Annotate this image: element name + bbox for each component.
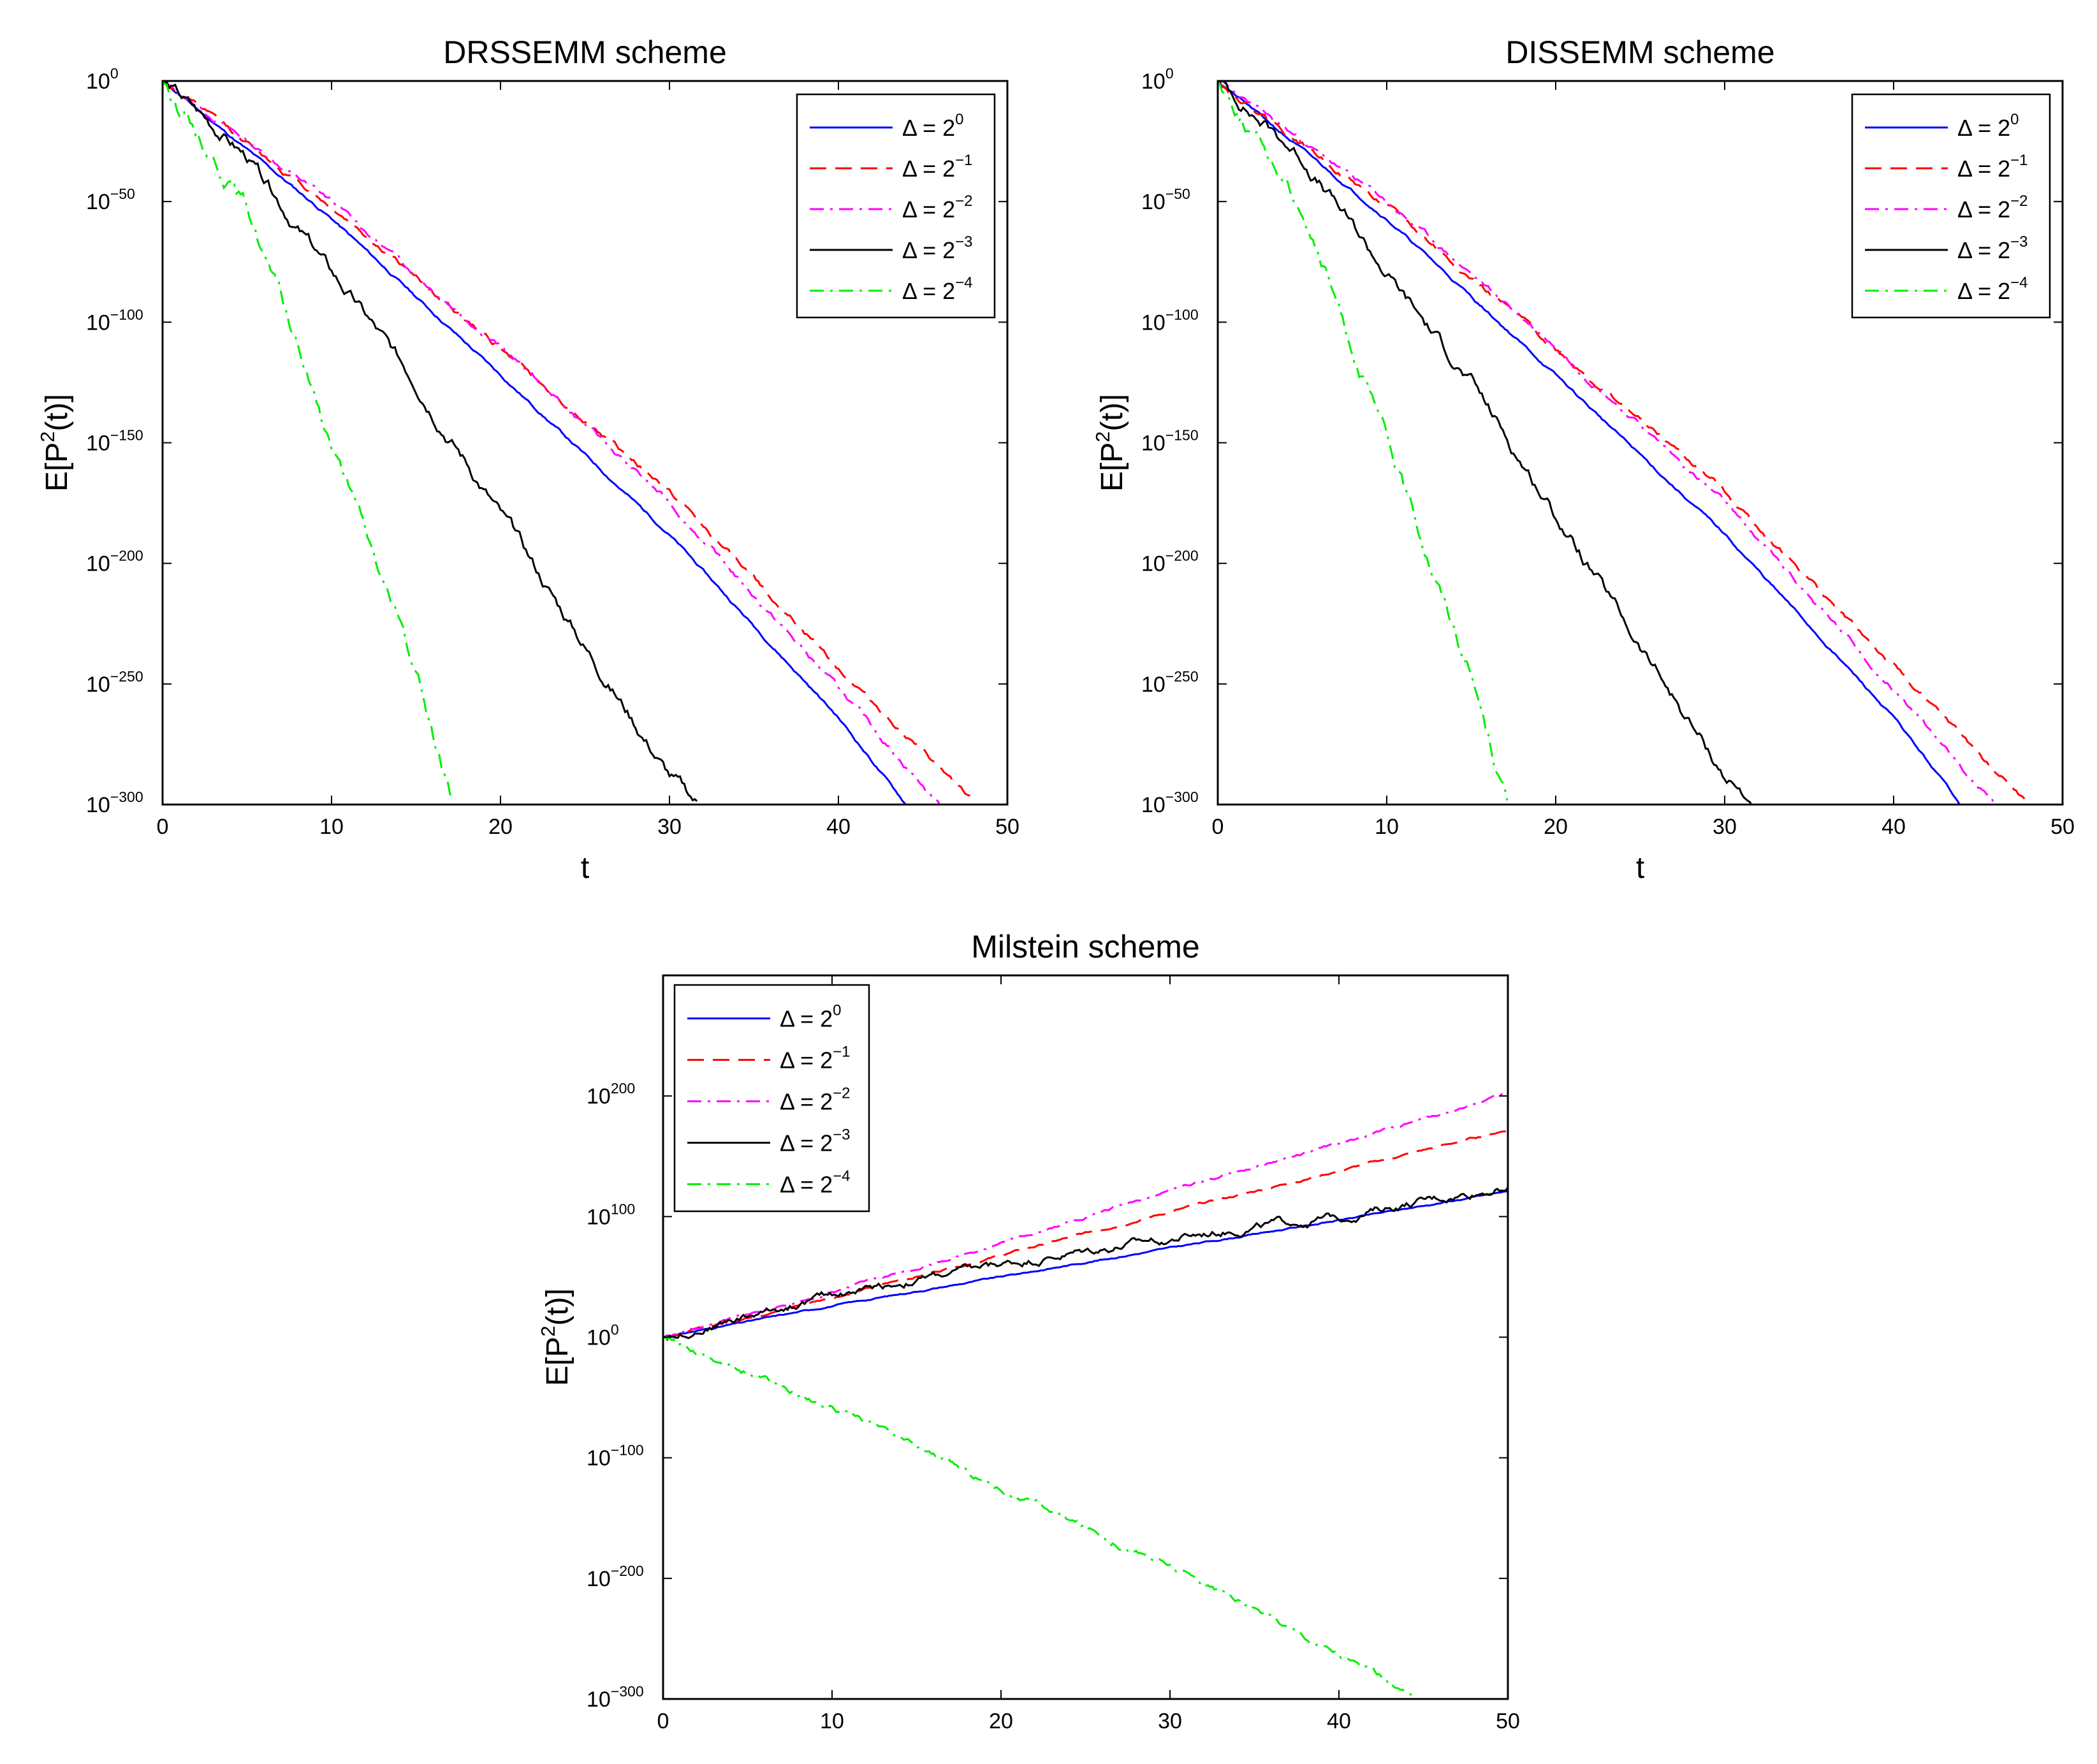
legend-label-1: Δ = 20: [902, 111, 963, 141]
legend-label-1: Δ = 20: [1957, 111, 2019, 141]
y-tick-label: 100: [587, 1322, 619, 1350]
y-tick-label: 10−300: [587, 1683, 644, 1712]
y-axis-label: E[P2(t)]: [36, 394, 74, 492]
x-tick-label: 20: [989, 1709, 1013, 1733]
y-axis-label: E[P2(t)]: [1092, 394, 1129, 492]
y-tick-label: 10−200: [587, 1563, 644, 1591]
legend: Δ = 20Δ = 2−1Δ = 2−2Δ = 2−3Δ = 2−4: [796, 93, 996, 319]
legend: Δ = 20Δ = 2−1Δ = 2−2Δ = 2−3Δ = 2−4: [1851, 93, 2051, 319]
x-tick-label: 10: [319, 815, 344, 839]
x-tick-label: 30: [1713, 815, 1737, 839]
x-axis-label: t: [1636, 851, 1644, 885]
chart-panel-3: Milstein scheme 0 10 20 30 40 50 10200 10100 100 1…: [537, 929, 1520, 1733]
x-tick-label: 0: [657, 1709, 669, 1733]
series-line-2: [663, 1129, 1508, 1338]
chart-title: DRSSEMM scheme: [443, 34, 727, 70]
series-line-3: [1218, 81, 1996, 803]
y-tick-label: 10−250: [1141, 668, 1199, 697]
y-tick-label: 10−250: [86, 668, 143, 697]
y-axis-label: E[P2(t)]: [537, 1288, 574, 1386]
y-tick-label: 10200: [587, 1080, 635, 1109]
series-line-5: [1218, 81, 1509, 801]
x-tick-label: 50: [1496, 1709, 1520, 1733]
series-line-4: [1218, 81, 1752, 805]
series-line-4: [663, 1186, 1508, 1341]
x-axis-label: t: [581, 851, 589, 885]
y-tick-label: 10−300: [86, 789, 143, 817]
series-line-3: [163, 81, 941, 805]
x-tick-label: 0: [157, 815, 169, 839]
legend-box: [673, 984, 870, 1213]
series-line-5: [663, 1336, 1415, 1696]
y-tick-label: 10−200: [86, 548, 143, 576]
series-line-1: [163, 81, 907, 805]
legend-box: [796, 93, 996, 319]
series-line-3: [663, 1091, 1508, 1338]
x-tick-label: 30: [1158, 1709, 1182, 1733]
y-tick-label: 10100: [587, 1200, 635, 1229]
x-tick-label: 40: [1881, 815, 1906, 839]
legend: Δ = 20Δ = 2−1Δ = 2−2Δ = 2−3Δ = 2−4: [673, 984, 870, 1213]
x-tick-label: 30: [657, 815, 682, 839]
x-tick-label: 0: [1212, 815, 1224, 839]
series-line-4: [163, 81, 698, 802]
series-line-2: [1218, 81, 2029, 803]
series-line-1: [1218, 81, 1962, 805]
y-tick-label: 100: [86, 65, 119, 94]
y-tick-label: 10−50: [86, 186, 135, 214]
y-tick-label: 10−100: [86, 306, 143, 335]
x-tick-label: 40: [1327, 1709, 1351, 1733]
y-tick-label: 10−100: [1141, 306, 1199, 335]
x-tick-label: 20: [488, 815, 513, 839]
legend-label-4: Δ = 2−3: [780, 1126, 850, 1156]
series-line-2: [163, 81, 974, 802]
chart-panel-2: DISSEMM scheme 0 10 20 30 40 50 100 10−50 10−100 1…: [1092, 34, 2075, 885]
legend-label-1: Δ = 20: [780, 1002, 841, 1032]
chart-title: Milstein scheme: [971, 929, 1199, 965]
x-tick-label: 50: [995, 815, 1019, 839]
x-tick-label: 20: [1544, 815, 1568, 839]
y-tick-label: 10−100: [587, 1442, 644, 1471]
series-line-1: [663, 1190, 1508, 1338]
y-tick-label: 10−150: [1141, 427, 1199, 456]
y-tick-label: 10−200: [1141, 548, 1199, 576]
series-line-5: [163, 81, 453, 798]
chart-panel-1: DRSSEMM scheme 0 10 20 30 40 50 100 10−50 10−100 1…: [36, 34, 1019, 885]
y-tick-label: 100: [1141, 65, 1174, 94]
y-tick-label: 10−50: [1141, 186, 1190, 214]
legend-box: [1851, 93, 2051, 319]
x-tick-label: 40: [826, 815, 851, 839]
chart-title: DISSEMM scheme: [1505, 34, 1774, 70]
x-tick-label: 10: [820, 1709, 844, 1733]
y-tick-label: 10−300: [1141, 789, 1199, 817]
x-tick-label: 10: [1375, 815, 1399, 839]
x-tick-label: 50: [2050, 815, 2075, 839]
y-tick-label: 10−150: [86, 427, 143, 456]
